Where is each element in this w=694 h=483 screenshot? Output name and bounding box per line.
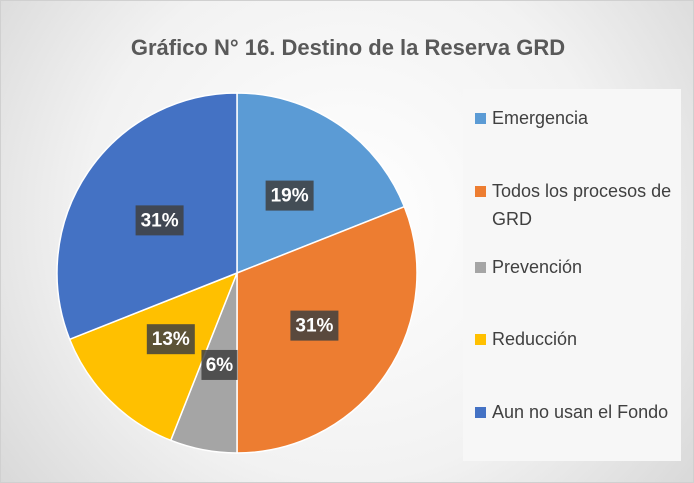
legend-label: Reducción: [492, 329, 578, 349]
legend-label: Prevención: [492, 257, 583, 277]
legend-label: Aun no usan el Fondo: [492, 402, 669, 422]
legend-entry: Reducción: [475, 325, 675, 353]
pie-slice: [236, 92, 406, 275]
data-label: 31%: [290, 310, 339, 341]
legend-swatch: [475, 334, 486, 345]
legend-entry: Prevención: [475, 253, 675, 281]
data-label-text: 13%: [152, 329, 190, 350]
legend-swatch: [475, 262, 486, 273]
legend-entry: Aun no usan el Fondo: [475, 398, 675, 426]
legend-entry: Todos los procesos de GRD: [475, 177, 675, 233]
data-label-text: 19%: [271, 186, 309, 207]
legend-entry: Emergencia: [475, 104, 675, 132]
data-label-text: 6%: [206, 355, 234, 376]
data-label-text: 31%: [141, 210, 179, 231]
data-label-box: [135, 205, 184, 236]
legend-swatch: [475, 113, 486, 124]
legend-label: Emergencia: [492, 108, 589, 128]
legend-swatch: [475, 407, 486, 418]
data-label-box: [201, 349, 238, 380]
legend: Emergencia Todos los procesos de GRD Preve…: [463, 89, 681, 461]
data-label: 6%: [201, 349, 238, 380]
data-label-text: 31%: [295, 316, 333, 337]
data-label: 19%: [265, 180, 314, 211]
legend-label: Todos los procesos de GRD: [492, 181, 672, 229]
legend-swatch: [475, 186, 486, 197]
pie-slice: [68, 271, 239, 442]
data-label: 13%: [146, 324, 195, 355]
data-label: 31%: [135, 205, 184, 236]
data-label-box: [146, 324, 195, 355]
data-label-box: [290, 310, 339, 341]
data-label-box: [265, 180, 314, 211]
chart-title: Gráfico N° 16. Destino de la Reserva GRD: [131, 35, 565, 60]
